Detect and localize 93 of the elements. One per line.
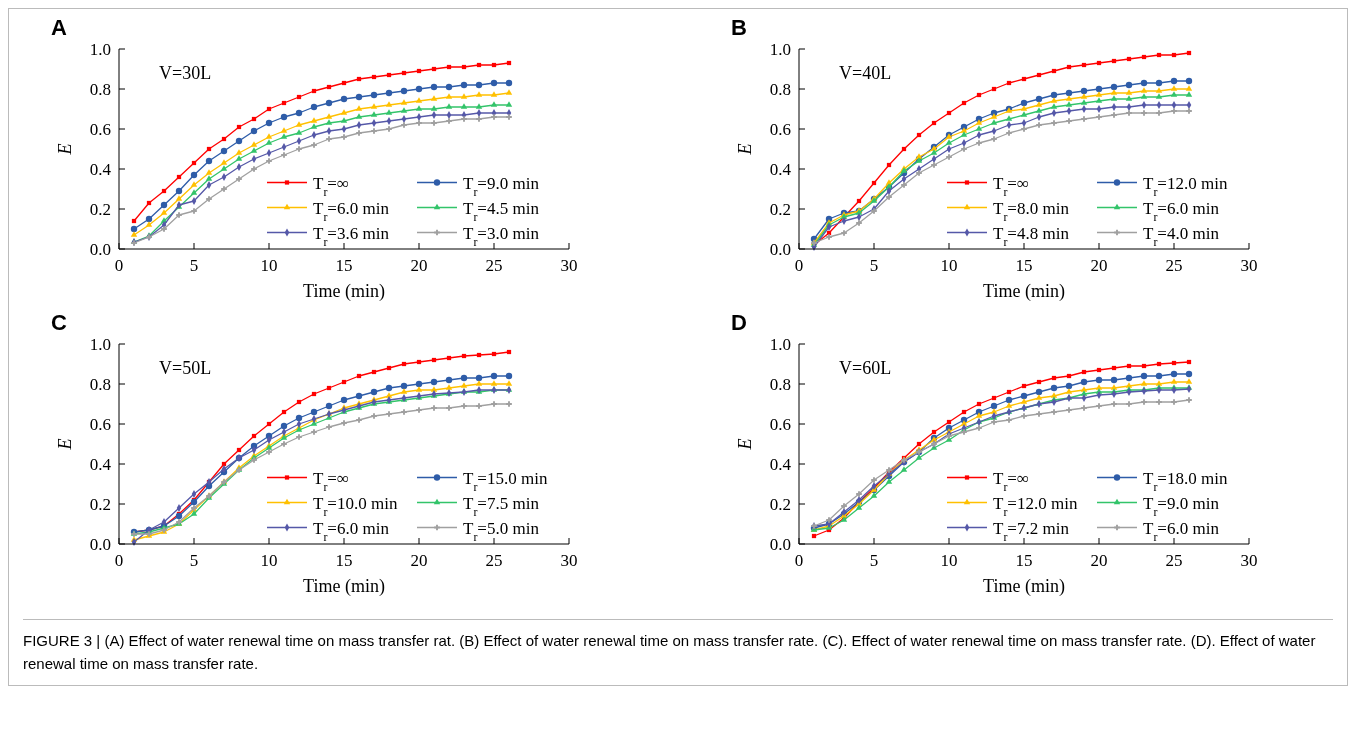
legend-label: T$_{r}$=5.0 min bbox=[463, 518, 540, 544]
y-tick-label: 0.8 bbox=[769, 374, 791, 394]
legend-label: T$_{r}$=6.0 min bbox=[1143, 518, 1220, 544]
chart-title: A bbox=[51, 15, 67, 40]
y-tick-label: 0.4 bbox=[89, 159, 112, 179]
x-tick-label: 25 bbox=[485, 256, 503, 275]
x-tick-label: 15 bbox=[335, 551, 353, 570]
y-tick-label: 0.2 bbox=[89, 494, 111, 514]
x-tick-label: 30 bbox=[1240, 551, 1258, 570]
y-axis-title: E bbox=[735, 438, 755, 451]
x-tick-label: 15 bbox=[1015, 256, 1033, 275]
caption: FIGURE 3 | (A) Effect of water renewal time on mass transfer rat. (B) Effect of water renewal time on mass transfer rate. (C). Effect of water renewal time on mass transfer rate. (D). Effect of water renewal time on mass transfer rate. bbox=[23, 631, 1317, 674]
legend-label: T$_{r}$=18.0 min bbox=[1143, 468, 1228, 494]
legend-label: T$_{r}$=4.8 min bbox=[993, 223, 1070, 249]
y-axis-title: E bbox=[735, 143, 755, 156]
y-tick-label: 0.0 bbox=[769, 534, 791, 554]
x-tick-label: 30 bbox=[560, 256, 578, 275]
y-axis-title: E bbox=[55, 438, 75, 451]
x-tick-label: 30 bbox=[560, 551, 578, 570]
legend-label: T$_{r}$=6.0 min bbox=[313, 198, 390, 224]
x-axis-title: Time (min) bbox=[983, 281, 1065, 302]
x-tick-label: 10 bbox=[260, 256, 278, 275]
x-tick-label: 5 bbox=[189, 551, 199, 570]
y-tick-label: 0.8 bbox=[89, 374, 111, 394]
x-tick-label: 0 bbox=[794, 551, 804, 570]
x-tick-label: 0 bbox=[114, 551, 124, 570]
y-tick-label: 0.6 bbox=[89, 119, 111, 139]
legend-label: T$_{r}$=7.2 min bbox=[993, 518, 1070, 544]
x-tick-label: 10 bbox=[940, 256, 958, 275]
y-tick-label: 0.0 bbox=[89, 534, 111, 554]
legend-label: T$_{r}$=6.0 min bbox=[1143, 198, 1220, 224]
y-tick-label: 0.4 bbox=[769, 454, 792, 474]
x-axis-title: Time (min) bbox=[303, 281, 385, 302]
legend-label: T$_{r}$=12.0 min bbox=[1143, 173, 1228, 199]
y-tick-label: 1.0 bbox=[89, 39, 111, 59]
x-tick-label: 20 bbox=[410, 551, 428, 570]
y-tick-label: 1.0 bbox=[89, 334, 111, 354]
x-tick-label: 25 bbox=[485, 551, 503, 570]
legend-label: T$_{r}$=∞ bbox=[313, 173, 350, 199]
x-tick-label: 20 bbox=[1090, 551, 1108, 570]
y-tick-label: 0.6 bbox=[769, 119, 791, 139]
legend-label: T$_{r}$=12.0 min bbox=[993, 493, 1078, 519]
annotation: V=60L bbox=[839, 358, 892, 378]
legend-label: T$_{r}$=4.0 min bbox=[1143, 223, 1220, 249]
chart-title: C bbox=[51, 310, 67, 335]
y-tick-label: 0.0 bbox=[89, 239, 111, 259]
y-tick-label: 0.4 bbox=[89, 454, 112, 474]
legend-label: T$_{r}$=3.6 min bbox=[313, 223, 390, 249]
x-tick-label: 20 bbox=[410, 256, 428, 275]
legend-label: T$_{r}$=4.5 min bbox=[463, 198, 540, 224]
annotation: V=40L bbox=[839, 63, 892, 83]
y-tick-label: 0.8 bbox=[769, 79, 791, 99]
chart-title: B bbox=[731, 15, 747, 40]
x-tick-label: 20 bbox=[1090, 256, 1108, 275]
annotation: V=30L bbox=[159, 63, 212, 83]
legend-label: T$_{r}$=8.0 min bbox=[993, 198, 1070, 224]
y-tick-label: 1.0 bbox=[769, 334, 791, 354]
y-tick-label: 0.0 bbox=[769, 239, 791, 259]
legend-label: T$_{r}$=7.5 min bbox=[463, 493, 540, 519]
x-tick-label: 0 bbox=[794, 256, 804, 275]
y-axis-title: E bbox=[55, 143, 75, 156]
x-tick-label: 15 bbox=[1015, 551, 1033, 570]
chart-title: D bbox=[731, 310, 747, 335]
y-tick-label: 0.8 bbox=[89, 79, 111, 99]
x-tick-label: 25 bbox=[1165, 551, 1183, 570]
x-axis-title: Time (min) bbox=[983, 576, 1065, 597]
legend-label: T$_{r}$=10.0 min bbox=[313, 493, 398, 519]
x-tick-label: 10 bbox=[260, 551, 278, 570]
legend-label: T$_{r}$=15.0 min bbox=[463, 468, 548, 494]
x-tick-label: 0 bbox=[114, 256, 124, 275]
x-axis-title: Time (min) bbox=[303, 576, 385, 597]
x-tick-label: 5 bbox=[869, 551, 879, 570]
y-tick-label: 0.2 bbox=[89, 199, 111, 219]
x-tick-label: 25 bbox=[1165, 256, 1183, 275]
legend-label: T$_{r}$=9.0 min bbox=[1143, 493, 1220, 519]
x-tick-label: 10 bbox=[940, 551, 958, 570]
legend-label: T$_{r}$=6.0 min bbox=[313, 518, 390, 544]
x-tick-label: 5 bbox=[189, 256, 199, 275]
y-tick-label: 1.0 bbox=[769, 39, 791, 59]
y-tick-label: 0.6 bbox=[769, 414, 791, 434]
y-tick-label: 0.4 bbox=[769, 159, 792, 179]
legend-label: T$_{r}$=9.0 min bbox=[463, 173, 540, 199]
y-tick-label: 0.6 bbox=[89, 414, 111, 434]
legend-label: T$_{r}$=∞ bbox=[313, 468, 350, 494]
legend-label: T$_{r}$=∞ bbox=[993, 173, 1030, 199]
annotation: V=50L bbox=[159, 358, 212, 378]
x-tick-label: 15 bbox=[335, 256, 353, 275]
x-tick-label: 5 bbox=[869, 256, 879, 275]
y-tick-label: 0.2 bbox=[769, 494, 791, 514]
y-tick-label: 0.2 bbox=[769, 199, 791, 219]
x-tick-label: 30 bbox=[1240, 256, 1258, 275]
legend-label: T$_{r}$=∞ bbox=[993, 468, 1030, 494]
legend-label: T$_{r}$=3.0 min bbox=[463, 223, 540, 249]
